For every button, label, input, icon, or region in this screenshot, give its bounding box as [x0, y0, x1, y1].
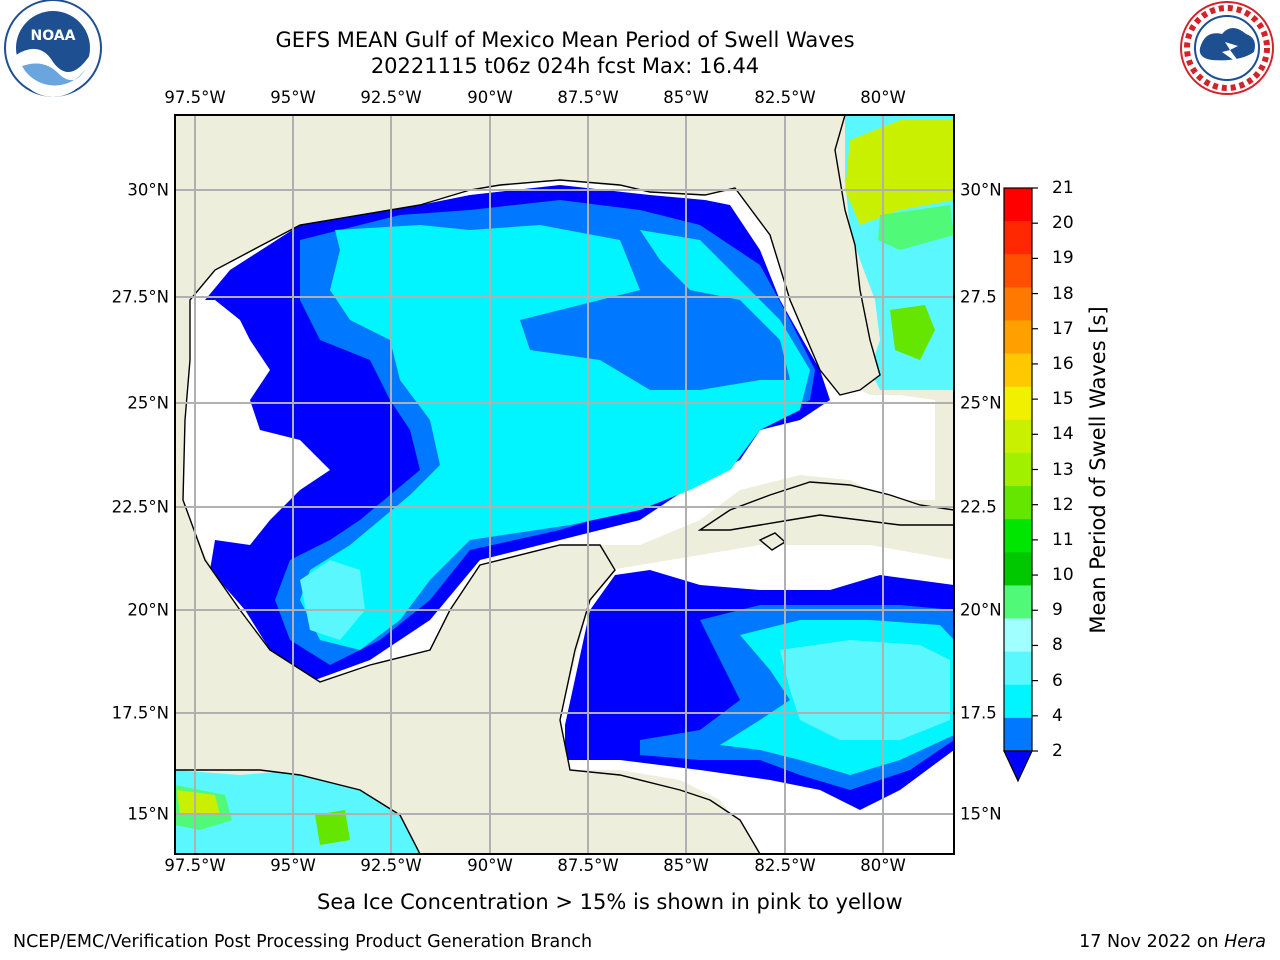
- lat-tick-right: 15°N: [960, 804, 1002, 824]
- lat-tick-right: 25°N: [960, 393, 1002, 413]
- colorbar-swatch: [1004, 519, 1032, 553]
- lat-tick-left: 20°N: [127, 600, 169, 620]
- lat-tick-right: 22.5: [960, 497, 997, 517]
- lon-tick-bottom: 90°W: [467, 856, 513, 875]
- lat-tick-left: 17.5°N: [111, 703, 169, 723]
- footer-date-text: 17 Nov 2022 on: [1079, 932, 1225, 952]
- footer-date: 17 Nov 2022 on Hera: [1079, 932, 1266, 952]
- lat-tick-right: 17.5: [960, 703, 997, 723]
- lat-tick-right: 20°N: [960, 600, 1002, 620]
- lon-tick-top: 90°W: [467, 88, 513, 107]
- colorbar-label: 14: [1052, 424, 1074, 445]
- lon-tick-top: 95°W: [270, 88, 316, 107]
- lon-tick-bottom: 97.5°W: [164, 856, 226, 875]
- lon-tick-top: 97.5°W: [164, 88, 226, 107]
- lat-tick-left: 27.5°N: [111, 287, 169, 307]
- colorbar-swatch: [1004, 486, 1032, 520]
- colorbar-label: 17: [1052, 318, 1074, 339]
- colorbar-label: 16: [1052, 353, 1074, 374]
- colorbar-swatch: [1004, 452, 1032, 487]
- footer-machine: Hera: [1224, 932, 1266, 952]
- colorbar-label: 12: [1052, 494, 1074, 515]
- title-line-1: GEFS MEAN Gulf of Mexico Mean Period of …: [275, 28, 855, 52]
- nws-logo: [1180, 1, 1274, 95]
- colorbar-swatch: [1004, 717, 1032, 752]
- colorbar-swatch: [1004, 221, 1032, 255]
- lat-tick-left: 30°N: [127, 180, 169, 200]
- colorbar-extend-triangle: [1003, 750, 1033, 783]
- colorbar-label: 18: [1052, 283, 1074, 304]
- colorbar-swatch: [1004, 618, 1032, 653]
- map-frame: [174, 114, 955, 855]
- lat-tick-left: 15°N: [127, 804, 169, 824]
- lon-tick-bottom: 80°W: [860, 856, 906, 875]
- colorbar-swatch: [1004, 552, 1032, 586]
- noaa-logo: NOAA: [4, 0, 102, 97]
- lon-tick-bottom: 82.5°W: [754, 856, 816, 875]
- title-line-2: 20221115 t06z 024h fcst Max: 16.44: [370, 54, 760, 78]
- lon-tick-top: 92.5°W: [360, 88, 422, 107]
- colorbar: [1003, 187, 1038, 783]
- atlantic-bahamas-blob: [890, 305, 935, 360]
- colorbar-swatch: [1004, 254, 1032, 288]
- colorbar-swatch: [1004, 419, 1032, 454]
- pacific-green-2: [315, 810, 350, 845]
- lon-tick-bottom: 92.5°W: [360, 856, 422, 875]
- atlantic-yellow-green: [845, 120, 954, 225]
- colorbar-label: 8: [1052, 635, 1063, 656]
- lon-tick-top: 82.5°W: [754, 88, 816, 107]
- swell-field: [175, 115, 954, 854]
- lat-tick-right: 30°N: [960, 180, 1002, 200]
- colorbar-label: 13: [1052, 459, 1074, 480]
- colorbar-label: 15: [1052, 389, 1074, 410]
- footer-branch: NCEP/EMC/Verification Post Processing Pr…: [13, 932, 593, 952]
- lon-tick-top: 80°W: [860, 88, 906, 107]
- lon-tick-top: 85°W: [663, 88, 709, 107]
- lon-tick-bottom: 87.5°W: [557, 856, 619, 875]
- lat-tick-left: 25°N: [127, 393, 169, 413]
- colorbar-label: 10: [1052, 565, 1074, 586]
- gulf-band-6-8s: [300, 225, 810, 650]
- colorbar-swatch: [1004, 684, 1032, 719]
- colorbar-label: 4: [1052, 705, 1063, 726]
- lat-tick-left: 22.5°N: [111, 497, 169, 517]
- colorbar-swatch: [1004, 320, 1032, 355]
- colorbar-label: 2: [1052, 741, 1063, 761]
- colorbar-label: 11: [1052, 529, 1074, 550]
- lon-tick-top: 87.5°W: [557, 88, 619, 107]
- pacific-yellow: [177, 790, 220, 815]
- land-mexico-us-west: [175, 115, 881, 854]
- colorbar-swatch: [1004, 386, 1032, 421]
- atlantic-green-band: [878, 205, 954, 250]
- lon-tick-bottom: 85°W: [663, 856, 709, 875]
- colorbar-swatch: [1004, 353, 1032, 388]
- colorbar-swatch: [1004, 585, 1032, 620]
- colorbar-label: 6: [1052, 670, 1063, 691]
- lon-tick-bottom: 95°W: [270, 856, 316, 875]
- gulf-band-8-9s: [300, 560, 365, 640]
- sea-ice-note: Sea Ice Concentration > 15% is shown in …: [317, 890, 903, 914]
- lat-tick-right: 27.5: [960, 287, 997, 307]
- noaa-logo-text: NOAA: [31, 28, 76, 44]
- map-border: [174, 114, 955, 855]
- gridlines: [175, 115, 954, 854]
- colorbar-label: 19: [1052, 248, 1074, 269]
- colorbar-swatch: [1004, 188, 1032, 222]
- colorbar-label: 20: [1052, 213, 1074, 234]
- pacific-field: [175, 770, 420, 854]
- colorbar-swatch: [1004, 651, 1032, 686]
- colorbar-title: Mean Period of Swell Waves [s]: [1086, 306, 1110, 634]
- colorbar-swatch: [1004, 287, 1032, 321]
- colorbar-label: 21: [1052, 178, 1074, 198]
- caribbean-band-8-9s: [780, 640, 950, 740]
- colorbar-label: 9: [1052, 600, 1063, 621]
